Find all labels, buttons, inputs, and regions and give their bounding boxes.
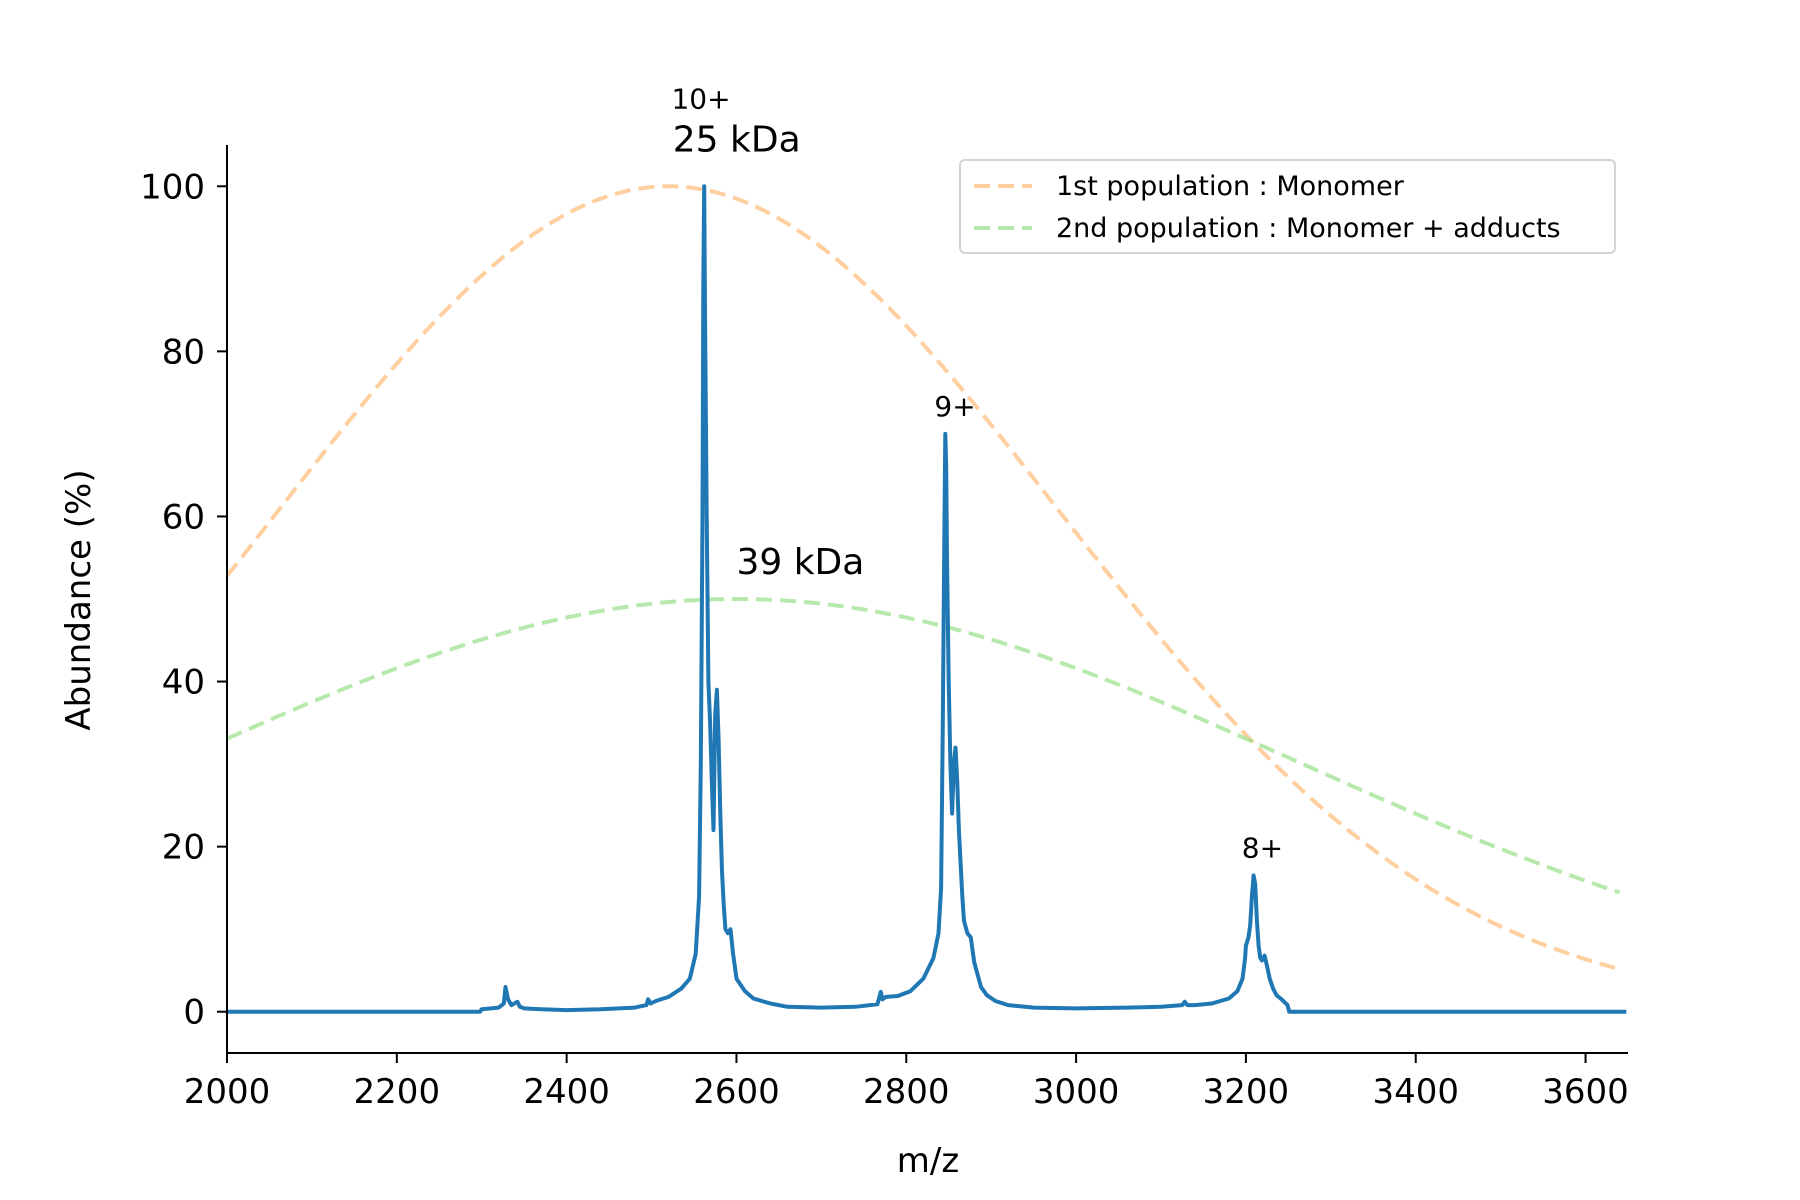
x-tick-label-2600: 2600 <box>693 1072 780 1112</box>
series-line-population-1 <box>225 184 1621 972</box>
x-tick-label-3600: 3600 <box>1542 1072 1629 1112</box>
mass-label-39-kda: 39 kDa <box>736 542 864 583</box>
y-tick-label-20: 20 <box>162 828 205 868</box>
legend-label-2: 2nd population : Monomer + adducts <box>1056 213 1561 244</box>
y-axis: 0 20 40 60 80 100 <box>140 145 228 1053</box>
charge-state-label-9plus: 9+ <box>934 390 975 423</box>
x-tick-label-3200: 3200 <box>1203 1072 1290 1112</box>
series-line-population-2 <box>226 597 1621 895</box>
y-tick-label-80: 80 <box>162 332 205 372</box>
x-tick-label-3400: 3400 <box>1372 1072 1459 1112</box>
y-tick-label-60: 60 <box>162 497 205 537</box>
charge-state-label-10plus: 10+ <box>671 82 730 115</box>
x-tick-label-3000: 3000 <box>1033 1072 1120 1112</box>
x-tick-label-2200: 2200 <box>354 1072 441 1112</box>
legend-box <box>959 159 1616 254</box>
plot-curves <box>225 184 1627 1014</box>
legend-label-1: 1st population : Monomer <box>1056 171 1405 202</box>
annotations: 10+ 9+ 8+ 25 kDa 39 kDa <box>671 82 1283 864</box>
y-tick-label-40: 40 <box>162 663 205 703</box>
x-axis: 2000 2200 2400 2600 2800 3000 3200 3400 3600 <box>184 1052 1629 1112</box>
x-tick-label-2400: 2400 <box>523 1072 610 1112</box>
y-axis-label: Abundance (%) <box>59 469 99 730</box>
legend: 1st population : Monomer 2nd population :… <box>959 159 1616 254</box>
charge-state-label-8plus: 8+ <box>1242 832 1283 865</box>
x-axis-label: m/z <box>897 1141 959 1181</box>
spectrum-line <box>227 184 1627 1014</box>
y-tick-label-100: 100 <box>140 167 205 207</box>
x-tick-label-2000: 2000 <box>184 1072 271 1112</box>
x-tick-label-2800: 2800 <box>863 1072 950 1112</box>
y-tick-label-0: 0 <box>183 993 205 1033</box>
mass-label-25-kda: 25 kDa <box>673 119 801 160</box>
